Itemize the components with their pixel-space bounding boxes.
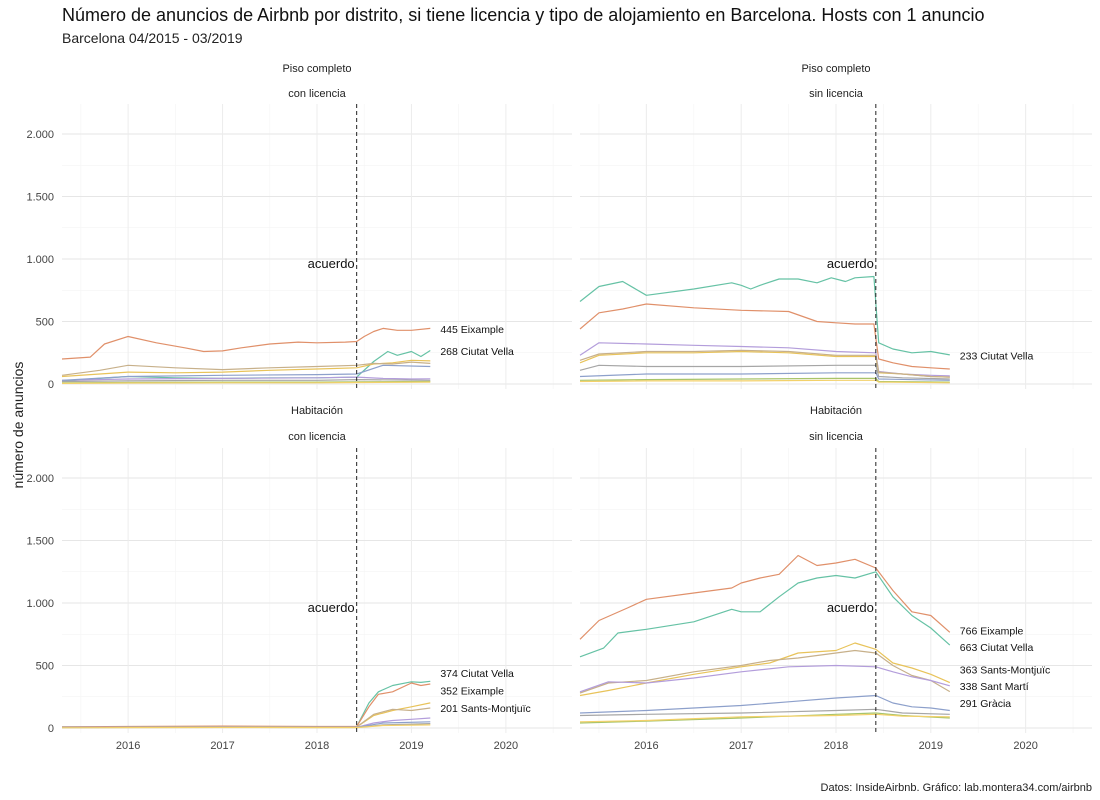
series-line: [579, 372, 950, 381]
series-line: [61, 376, 431, 381]
panel: Habitación con licencia 0 500 1.000 1.500 2.00…: [26, 405, 572, 752]
series-line: [61, 364, 431, 381]
y-tick-label: 1.500: [26, 192, 54, 204]
series-line: [61, 361, 431, 376]
series-line: [61, 702, 431, 728]
series-line: [61, 359, 431, 378]
x-tick-label: 2018: [305, 740, 329, 752]
series-line: [61, 682, 431, 728]
y-tick-label: 500: [36, 661, 54, 673]
reference-line-label: acuerdo: [827, 256, 874, 271]
reference-line-label: acuerdo: [308, 256, 355, 271]
y-tick-label: 2.000: [26, 129, 54, 141]
y-tick-label: 1.500: [26, 536, 54, 548]
x-tick-label: 2017: [210, 740, 234, 752]
y-tick-label: 2.000: [26, 473, 54, 485]
y-tick-label: 1.000: [26, 254, 54, 266]
series-end-label: 338 Sant Martí: [960, 681, 1029, 693]
series-line: [579, 349, 950, 378]
x-tick-label: 2019: [919, 740, 943, 752]
panel-strip-label: con licencia: [288, 431, 346, 443]
series-line: [579, 303, 950, 370]
panel: Habitación sin licencia 2016 2017 2018 2019 20…: [579, 405, 1092, 752]
series-line: [579, 571, 951, 658]
chart-subtitle: Barcelona 04/2015 - 03/2019: [62, 30, 243, 46]
series-line: [579, 342, 950, 377]
series-line: [61, 724, 431, 729]
y-tick-label: 500: [36, 317, 54, 329]
panel-strip-label: sin licencia: [809, 88, 864, 100]
series-end-label: 291 Gràcia: [960, 698, 1012, 710]
x-tick-label: 2017: [729, 740, 753, 752]
series-end-label: 201 Sants-Montjuïc: [440, 703, 530, 715]
series-end-label: 363 Sants-Montjuïc: [960, 664, 1050, 676]
series-end-label: 663 Ciutat Vella: [960, 642, 1034, 654]
series-end-label: 233 Ciutat Vella: [960, 351, 1034, 363]
x-tick-label: 2019: [399, 740, 423, 752]
series-line: [62, 680, 431, 728]
chart-caption: Datos: InsideAirbnb. Gráfico: lab.monter…: [820, 782, 1092, 794]
panel-strip-label: con licencia: [288, 88, 346, 100]
x-tick-label: 2018: [824, 740, 848, 752]
x-tick-label: 2016: [116, 740, 140, 752]
series-line: [579, 364, 950, 380]
series-line: [579, 713, 950, 723]
series-line: [579, 649, 951, 694]
panel-strip-label: sin licencia: [809, 431, 864, 443]
panel-strip-label: Habitación: [810, 405, 862, 417]
series-line: [579, 554, 951, 640]
panel-strip-label: Piso completo: [801, 63, 870, 75]
x-tick-label: 2020: [1013, 740, 1037, 752]
panel: Piso completo con licencia 0 500 1.000 1.500 2…: [26, 63, 572, 391]
panel-strip-label: Habitación: [291, 405, 343, 417]
chart-title: Número de anuncios de Airbnb por distrit…: [62, 5, 985, 25]
panel-strip-label: Piso completo: [282, 63, 351, 75]
x-tick-label: 2020: [494, 740, 518, 752]
y-tick-label: 1.000: [26, 598, 54, 610]
series-end-label: 766 Eixample: [960, 626, 1024, 638]
series-line: [61, 327, 431, 360]
reference-line-label: acuerdo: [827, 600, 874, 615]
series-line: [579, 708, 950, 717]
series-end-label: 445 Eixample: [440, 324, 504, 336]
series-end-label: 352 Eixample: [440, 686, 504, 698]
series-line: [579, 379, 950, 384]
series-line: [579, 275, 950, 356]
panel: Piso completo sin licencia acuerdo 233 Ciut…: [579, 63, 1092, 389]
series-line: [579, 642, 951, 697]
series-end-label: 268 Ciutat Vella: [440, 346, 514, 358]
reference-line-label: acuerdo: [308, 600, 355, 615]
series-line: [579, 664, 950, 693]
series-end-label: 374 Ciutat Vella: [440, 668, 514, 680]
series-line: [61, 381, 431, 384]
series-line: [61, 379, 431, 383]
series-line: [579, 694, 950, 714]
y-tick-label: 0: [48, 379, 54, 391]
y-tick-label: 0: [48, 723, 54, 735]
x-tick-label: 2016: [634, 740, 658, 752]
